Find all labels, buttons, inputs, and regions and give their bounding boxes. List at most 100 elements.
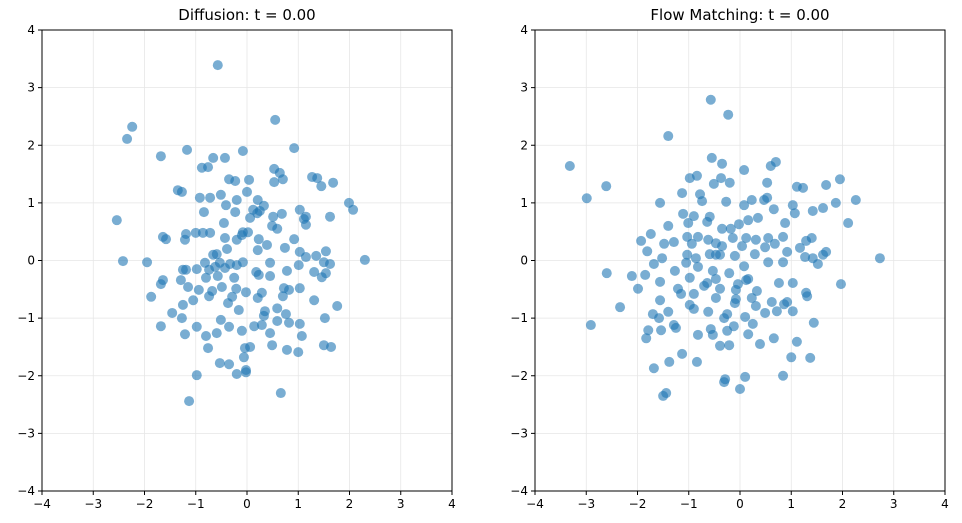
diffusion-point: [312, 173, 323, 184]
flow-matching-point: [769, 238, 780, 249]
diffusion-point: [256, 320, 267, 331]
diffusion-point: [167, 307, 178, 318]
flow-matching-point: [821, 246, 832, 257]
diffusion-point: [212, 60, 223, 71]
diffusion-point: [146, 291, 157, 302]
flow-matching-x-tick-label: −3: [577, 497, 595, 511]
diffusion-point: [279, 242, 290, 253]
diffusion-point: [155, 321, 166, 332]
diffusion-point: [231, 369, 242, 380]
flow-matching-point: [688, 288, 699, 299]
flow-matching-point: [743, 215, 754, 226]
diffusion-point: [252, 292, 263, 303]
diffusion-point: [183, 282, 194, 293]
flow-matching-point: [808, 317, 819, 328]
flow-matching-point: [743, 273, 754, 284]
flow-matching-point: [710, 249, 721, 260]
diffusion-point: [188, 295, 199, 306]
diffusion-point: [190, 227, 201, 238]
diffusion-point: [265, 271, 276, 282]
flow-matching-point: [710, 292, 721, 303]
flow-matching-point: [798, 182, 809, 193]
flow-matching-point: [830, 197, 841, 208]
diffusion-point: [214, 358, 225, 369]
diffusion-point: [176, 313, 187, 324]
flow-matching-point: [643, 325, 654, 336]
flow-matching-point: [778, 257, 789, 268]
flow-matching-point: [778, 370, 789, 381]
diffusion-point: [242, 186, 252, 197]
diffusion-point: [201, 272, 211, 283]
diffusion-point: [269, 177, 280, 188]
flow-matching-point: [678, 208, 689, 219]
flow-matching-point: [789, 208, 800, 219]
diffusion-point: [211, 328, 222, 339]
diffusion-x-tick-label: 0: [243, 497, 251, 511]
diffusion-point: [203, 343, 214, 354]
flow-matching-point: [739, 200, 750, 211]
flow-matching-point: [779, 299, 790, 310]
flow-matching-point: [760, 242, 771, 253]
diffusion-point: [244, 174, 255, 185]
diffusion-point: [309, 267, 320, 278]
flow-matching-point: [663, 220, 674, 231]
flow-matching-y-tick-label: 0: [520, 254, 528, 268]
flow-matching-point: [716, 173, 727, 184]
diffusion-point: [224, 321, 235, 332]
flow-matching-point: [787, 200, 798, 211]
flow-matching-x-tick-label: 1: [787, 497, 795, 511]
diffusion-point: [205, 227, 216, 238]
flow-matching-point: [791, 336, 802, 347]
flow-matching-point: [749, 249, 760, 260]
diffusion-point: [268, 211, 279, 222]
flow-matching-x-tick-label: 0: [736, 497, 744, 511]
flow-matching-point: [723, 109, 734, 120]
diffusion-point: [275, 388, 286, 399]
diffusion-point: [261, 239, 272, 250]
flow-matching-point: [690, 253, 701, 264]
diffusion-point: [294, 204, 305, 215]
flow-matching-point: [818, 203, 829, 214]
flow-matching-point: [676, 288, 687, 299]
flow-matching-x-tick-label: 3: [890, 497, 898, 511]
flow-matching-point: [717, 223, 728, 234]
diffusion-point: [239, 343, 250, 354]
diffusion-y-tick-label: 0: [27, 254, 35, 268]
flow-matching-point: [787, 306, 798, 317]
flow-matching-point: [645, 228, 656, 239]
diffusion-point: [276, 208, 287, 219]
diffusion-point: [231, 283, 242, 294]
diffusion-point: [289, 143, 300, 154]
flow-matching-point: [835, 279, 846, 290]
flow-matching-point: [740, 371, 751, 382]
diffusion-point: [230, 175, 241, 186]
diffusion-title: Diffusion: t = 0.00: [178, 6, 315, 24]
flow-matching-point: [721, 196, 732, 207]
flow-matching-point: [821, 180, 832, 191]
diffusion-point: [253, 234, 264, 245]
diffusion-point: [316, 272, 327, 283]
diffusion-point: [309, 295, 320, 306]
flow-matching-point: [691, 356, 702, 367]
flow-matching-point: [843, 218, 854, 229]
flow-matching-point: [715, 283, 726, 294]
flow-matching-y-tick-label: 1: [520, 196, 528, 210]
diffusion-point: [230, 207, 241, 218]
flow-matching-point: [668, 237, 679, 248]
diffusion-point: [191, 264, 202, 275]
flow-matching-point: [585, 320, 596, 331]
flow-matching-point: [648, 258, 659, 269]
flow-matching-point: [691, 170, 702, 181]
flow-matching-point: [762, 177, 773, 188]
diffusion-point: [191, 321, 202, 332]
flow-matching-point: [640, 269, 651, 280]
flow-matching-point: [724, 177, 735, 188]
diffusion-point: [177, 299, 188, 310]
flow-matching-point: [739, 261, 750, 272]
flow-matching-point: [805, 352, 816, 363]
flow-matching-point: [780, 218, 791, 229]
diffusion-point: [161, 234, 172, 245]
flow-matching-point: [642, 246, 653, 257]
diffusion-y-tick-label: −1: [17, 311, 35, 325]
diffusion-point: [238, 352, 249, 363]
